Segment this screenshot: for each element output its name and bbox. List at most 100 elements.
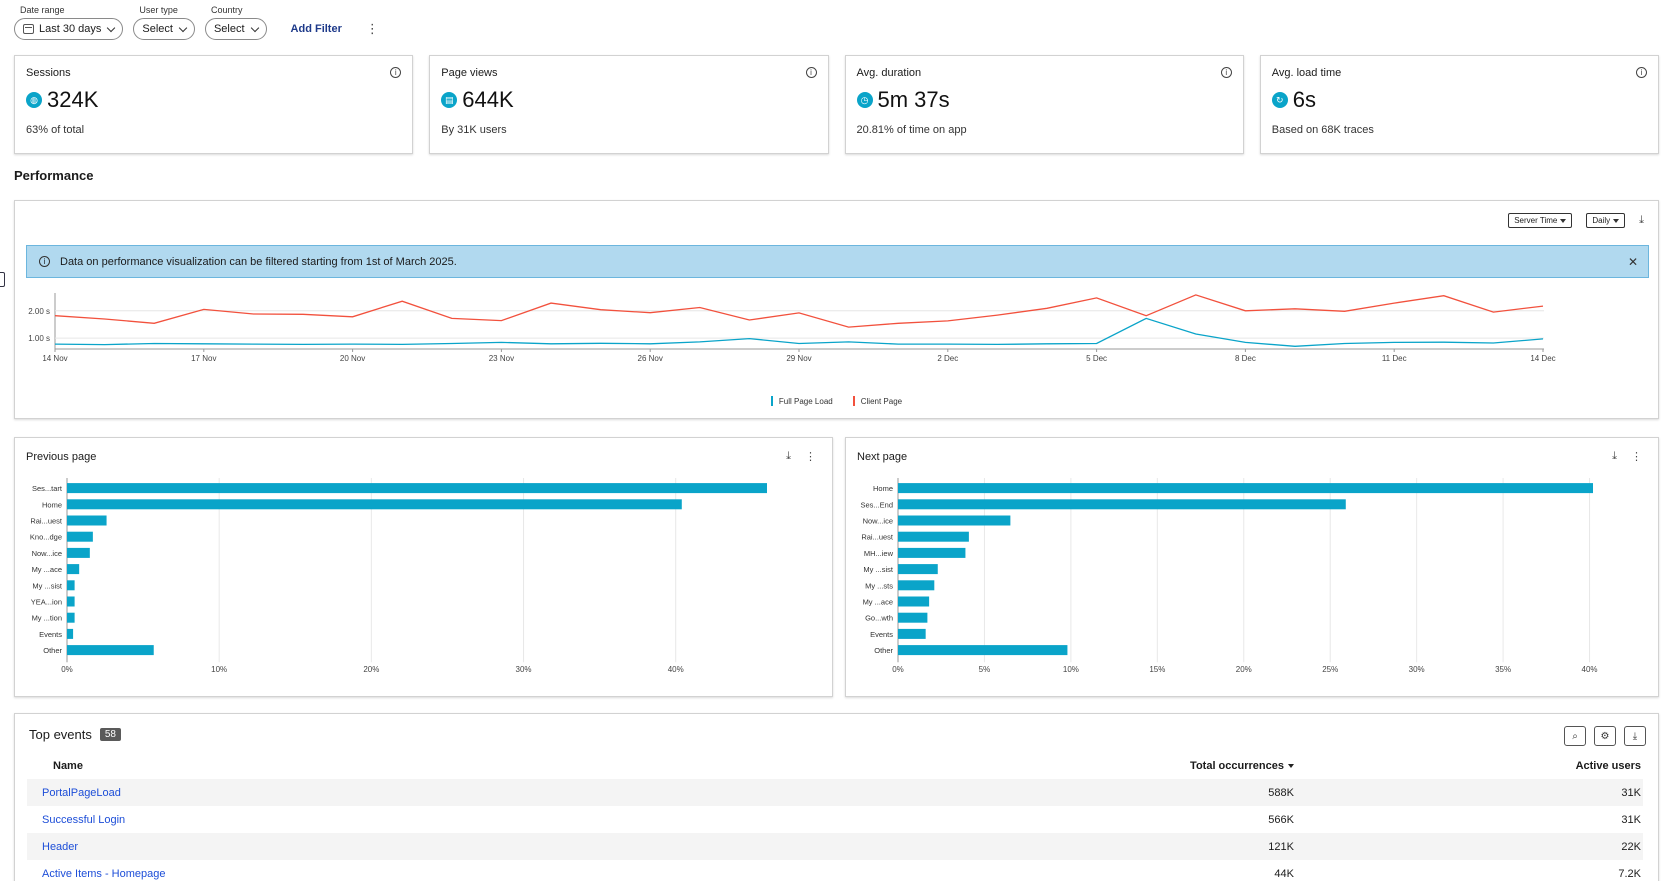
event-link[interactable]: PortalPageLoad [42, 786, 121, 799]
interval-select[interactable]: Daily [1586, 213, 1626, 228]
performance-card: Server Time Daily ⤓ i Data on performanc… [14, 200, 1659, 419]
category-label: Kno...dge [30, 533, 62, 542]
filter-label: Date range [20, 5, 65, 15]
event-link[interactable]: Header [42, 840, 79, 853]
download-icon[interactable]: ⤓ [1612, 450, 1617, 462]
interval-value: Daily [1592, 216, 1611, 225]
gear-icon[interactable]: ⚙ [1594, 726, 1616, 746]
performance-controls: Server Time Daily ⤓ [1508, 213, 1644, 228]
globe-icon: ◍ [26, 92, 42, 108]
previous-page-bar-chart: 0% 10% 20% 30% 40% Ses...tart Home Rai...uest Kn… [30, 478, 767, 674]
bar [67, 564, 80, 575]
previous-page-card: Previous page ⤓ ⋮ 0% 10% 20% 30% 40% Ses...ta… [14, 437, 833, 697]
x-tick-label: 30% [1409, 665, 1425, 674]
kpi-value: 324K [47, 87, 99, 112]
more-options-icon[interactable]: ⋮ [805, 451, 816, 463]
download-icon[interactable]: ⤓ [786, 450, 791, 462]
event-link[interactable]: Successful Login [42, 813, 126, 826]
kpi-card-avg-duration: Avg. duration i ◷ 5m 37s 20.81% of time … [844, 55, 1244, 154]
category-label: Ses...tart [32, 484, 63, 493]
bar [898, 483, 1593, 494]
legend-item-full-page-load[interactable]: Full Page Load [770, 396, 833, 406]
category-label: My ...sist [32, 581, 62, 590]
filter-user-type: User type Select [133, 5, 195, 40]
bar [898, 645, 1068, 656]
kpi-title: Avg. load time [1271, 67, 1342, 79]
column-header-total[interactable]: Total occurrences [987, 760, 1294, 772]
x-tick-label: 30% [516, 665, 532, 674]
info-icon[interactable]: i [805, 67, 817, 78]
bar [898, 612, 928, 623]
x-tick-label: 35% [1495, 665, 1511, 674]
x-tick-label: 8 Dec [1235, 354, 1256, 363]
category-label: Events [39, 630, 62, 639]
kpi-subtitle: By 31K users [441, 124, 507, 136]
column-header-active[interactable]: Active users [1575, 760, 1641, 772]
info-icon: i [39, 256, 50, 267]
close-icon[interactable]: ✕ [1627, 254, 1638, 269]
table-row: Active Items - Homepage 44K 7.2K [27, 860, 1643, 881]
event-link[interactable]: Active Items - Homepage [42, 867, 166, 880]
legend-label: Client Page [860, 396, 903, 406]
next-page-card: Next page ⤓ ⋮ 0% 5% 10% 15% 20% 25% 30% 35% 40% H… [845, 437, 1659, 697]
x-tick-label: 0% [892, 665, 904, 674]
kpi-title: Avg. duration [856, 67, 922, 79]
kpi-row: Sessions i ◍ 324K 63% of total Page view… [14, 55, 1659, 154]
kpi-title: Sessions [26, 67, 71, 79]
country-select[interactable]: Select [204, 18, 267, 40]
kpi-value-row: ↻ 6s [1271, 87, 1647, 113]
y-tick-label: 1.00 s [28, 334, 50, 343]
info-icon[interactable]: i [1636, 67, 1647, 78]
x-tick-label: 25% [1322, 665, 1338, 674]
x-tick-label: 20 Nov [340, 354, 365, 363]
more-options-icon[interactable]: ⋮ [365, 21, 379, 36]
caret-down-icon [1613, 218, 1620, 223]
date-range-value: Last 30 days [39, 23, 102, 35]
search-icon[interactable]: ⌕ [1564, 726, 1586, 746]
filter-label: User type [139, 5, 178, 15]
category-label: Home [42, 500, 62, 509]
bar [67, 547, 90, 558]
more-options-icon[interactable]: ⋮ [1631, 451, 1642, 463]
bar [898, 531, 969, 542]
kpi-value: 644K [462, 87, 514, 112]
filter-label: Country [210, 5, 243, 15]
download-icon[interactable]: ⤓ [1639, 214, 1644, 226]
info-icon[interactable]: i [390, 67, 402, 78]
download-icon[interactable]: ⤓ [1624, 726, 1646, 746]
category-label: My ...ace [863, 598, 893, 607]
next-page-bar-chart: 0% 5% 10% 15% 20% 25% 30% 35% 40% Home Ses...End No… [860, 478, 1598, 674]
x-tick-label: 17 Nov [191, 354, 216, 363]
server-time-select[interactable]: Server Time [1508, 213, 1573, 228]
table-row: PortalPageLoad 588K 31K [27, 779, 1643, 806]
sort-desc-icon [1288, 764, 1294, 769]
x-tick-label: 23 Nov [489, 354, 514, 363]
section-title-performance: Performance [14, 168, 94, 183]
category-label: Home [873, 484, 893, 493]
bar [67, 483, 767, 494]
bar [67, 645, 154, 656]
legend-item-client-page[interactable]: Client Page [852, 396, 903, 406]
top-events-header: Top events 58 [29, 727, 121, 742]
banner-text: Data on performance visualization can be… [60, 255, 457, 268]
caret-down-icon [1560, 218, 1567, 223]
column-header-name[interactable]: Name [53, 760, 83, 772]
bar [67, 612, 75, 623]
card-title: Previous page [26, 451, 97, 463]
column-header-label: Total occurrences [1190, 760, 1284, 772]
calendar-icon [23, 24, 34, 34]
kpi-subtitle: 63% of total [26, 124, 85, 136]
user-type-select[interactable]: Select [133, 18, 195, 40]
kpi-card-sessions: Sessions i ◍ 324K 63% of total [14, 55, 414, 154]
kpi-card-page-views: Page views i ▤ 644K By 31K users [429, 55, 829, 154]
events-table: Name Total occurrences Active users Port… [27, 753, 1643, 881]
date-range-select[interactable]: Last 30 days [14, 18, 124, 40]
info-icon[interactable]: i [1220, 67, 1232, 78]
chevron-down-icon [250, 23, 259, 32]
table-tools: ⌕ ⚙ ⤓ [1564, 726, 1646, 746]
bar [898, 628, 926, 639]
clock-icon: ◷ [856, 92, 873, 108]
add-filter-button[interactable]: Add Filter [290, 23, 342, 35]
side-panel-handle[interactable] [0, 272, 5, 287]
page-icon: ▤ [441, 92, 458, 108]
